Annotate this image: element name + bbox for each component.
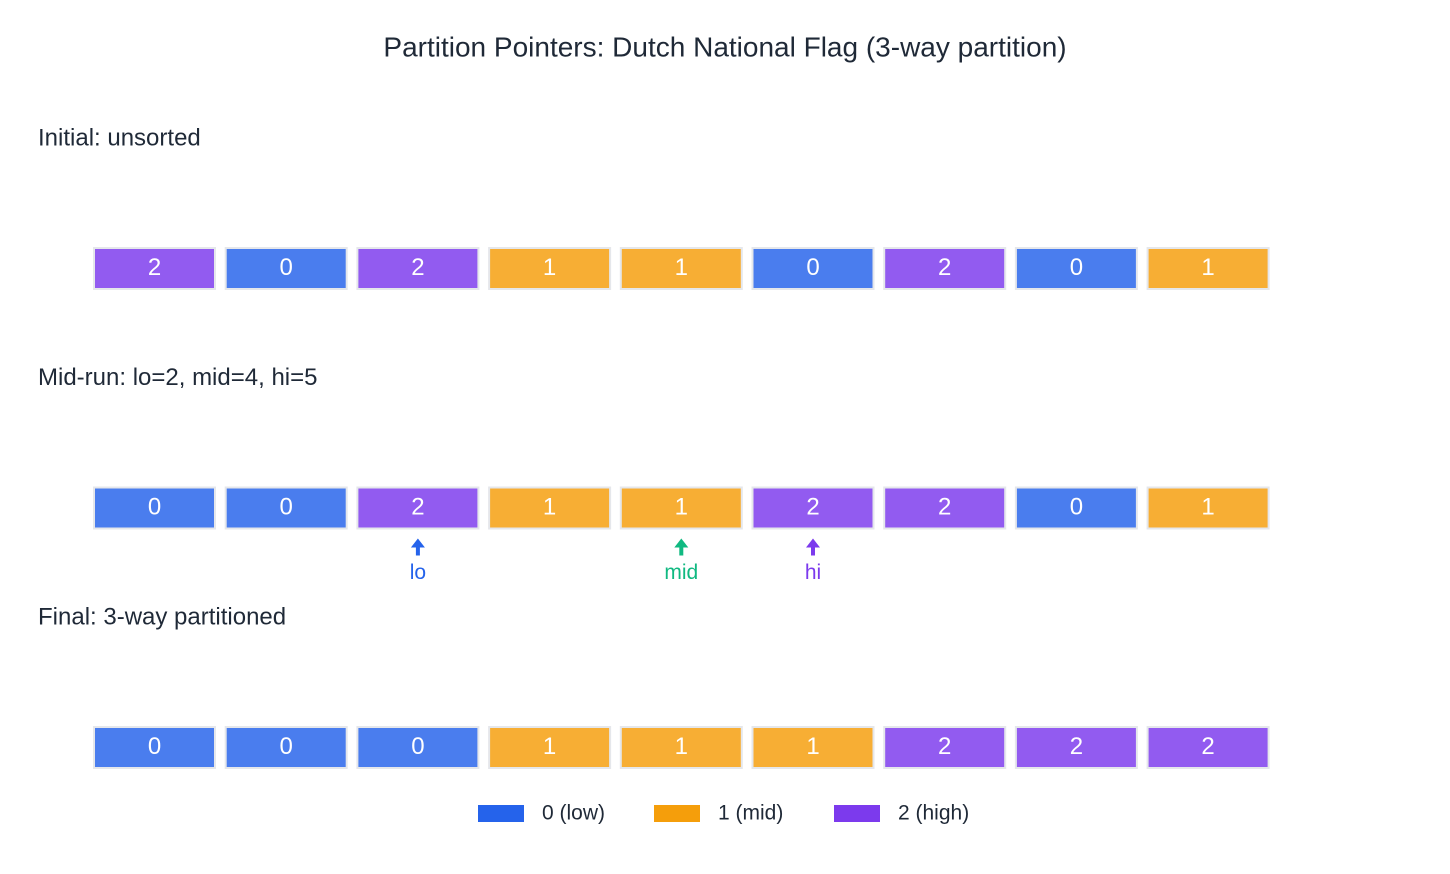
cell-value: 0 [280, 493, 293, 520]
cell [751, 247, 875, 290]
cell [1014, 247, 1138, 290]
cell-value: 1 [1201, 254, 1214, 281]
row-label: Final: 3-way partitioned [38, 603, 286, 630]
title: Partition Pointers: Dutch National Flag … [383, 31, 1066, 62]
cell-value: 0 [148, 733, 161, 760]
cell-value: 2 [938, 493, 951, 520]
cell-value: 2 [938, 254, 951, 281]
pointer-label: mid [664, 561, 698, 584]
cell-value: 0 [148, 493, 161, 520]
legend-label: 0 (low) [542, 802, 605, 825]
pointer-arrow [806, 538, 820, 556]
cell [1146, 726, 1270, 769]
cell [883, 486, 1007, 530]
cell-value: 0 [280, 733, 293, 760]
cell-value: 0 [280, 254, 293, 281]
cell [488, 726, 612, 769]
cell-value: 0 [1070, 493, 1083, 520]
cell [1146, 486, 1270, 530]
cell [224, 247, 348, 290]
cell [619, 726, 743, 769]
cell [619, 247, 743, 290]
cell [751, 486, 875, 530]
cell-value: 0 [411, 733, 424, 760]
legend-swatch [478, 805, 524, 822]
cell [883, 247, 1007, 290]
cell-value: 1 [1201, 493, 1214, 520]
cell-value: 1 [543, 733, 556, 760]
legend-label: 1 (mid) [718, 802, 783, 825]
cell-value: 1 [675, 254, 688, 281]
cell [356, 247, 480, 290]
cell-value: 2 [411, 493, 424, 520]
pointer-arrow [410, 538, 425, 556]
cell-value: 2 [806, 493, 819, 520]
cell-value: 1 [543, 493, 556, 520]
cell [883, 726, 1007, 769]
pointer-label: hi [805, 561, 821, 584]
cell-value: 1 [806, 733, 819, 760]
cell [224, 486, 348, 530]
cell-value: 1 [675, 493, 688, 520]
cell-value: 2 [1201, 733, 1214, 760]
cell [93, 247, 216, 290]
cell [488, 247, 612, 290]
cell [619, 486, 743, 530]
cell-value: 0 [1070, 254, 1083, 281]
cell-value: 2 [148, 254, 161, 281]
legend-label: 2 (high) [898, 802, 969, 825]
cell-value: 1 [543, 254, 556, 281]
cell [93, 726, 216, 769]
cell-value: 0 [806, 254, 819, 281]
cell [224, 726, 348, 769]
cell [751, 726, 875, 769]
cell [356, 486, 480, 530]
cell [488, 486, 612, 530]
pointer-label: lo [410, 561, 426, 584]
cell [356, 726, 480, 769]
cell [1146, 247, 1270, 290]
cell [1014, 486, 1138, 530]
cell-value: 1 [675, 733, 688, 760]
pointer-arrow [674, 538, 689, 556]
row-label: Initial: unsorted [38, 124, 201, 151]
cell [1014, 726, 1138, 769]
cell-value: 2 [938, 733, 951, 760]
legend-swatch [834, 805, 880, 822]
row-label: Mid-run: lo=2, mid=4, hi=5 [38, 364, 317, 391]
cell-value: 2 [411, 254, 424, 281]
cell-value: 2 [1070, 733, 1083, 760]
cell [93, 486, 216, 530]
legend-swatch [654, 805, 700, 822]
